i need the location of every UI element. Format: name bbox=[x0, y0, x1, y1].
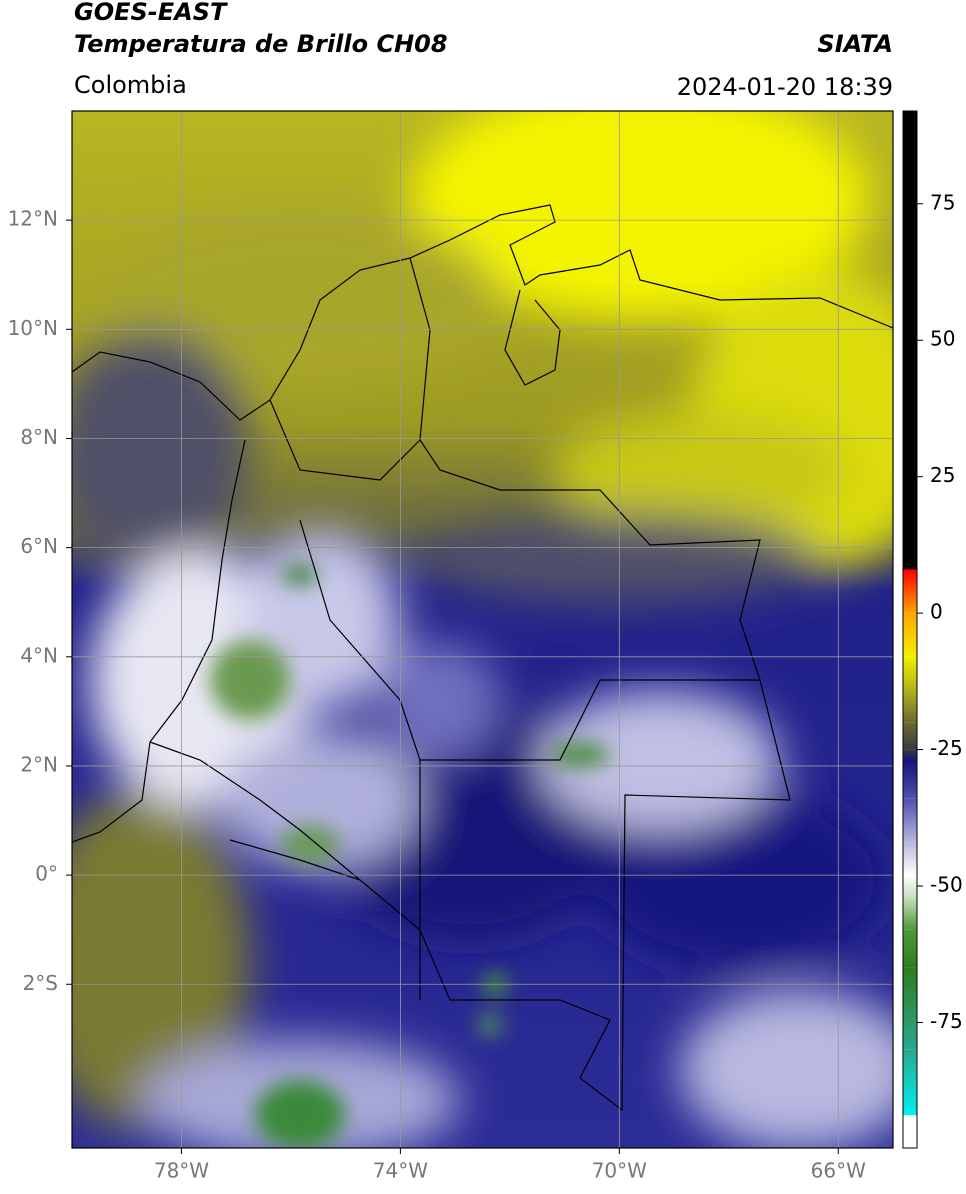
x-tick-label: 78°W bbox=[154, 1159, 209, 1183]
colorbar-segment bbox=[903, 694, 917, 723]
colorbar-tick-label: -75 bbox=[930, 1009, 963, 1033]
colorbar-tick-label: 25 bbox=[930, 463, 955, 487]
y-tick-label: 2°N bbox=[20, 752, 58, 776]
colorbar-frame bbox=[902, 110, 918, 1149]
y-tick-label: 4°N bbox=[20, 643, 58, 667]
colorbar-tick-label: -25 bbox=[930, 736, 963, 760]
colorbar-tick-label: 0 bbox=[930, 600, 943, 624]
colorbar-segment bbox=[903, 842, 917, 876]
colorbar-segment bbox=[903, 1049, 917, 1116]
colorbar-segment bbox=[903, 929, 917, 968]
y-tick-label: 2°S bbox=[23, 971, 58, 995]
y-tick-label: 10°N bbox=[8, 316, 58, 340]
colorbar-tick-label: 75 bbox=[930, 190, 955, 214]
title: GOES-EAST bbox=[74, 0, 228, 26]
x-tick-label: 66°W bbox=[811, 1159, 866, 1183]
y-tick-label: 8°N bbox=[20, 425, 58, 449]
colorbar-segment bbox=[903, 875, 917, 897]
y-tick-label: 6°N bbox=[20, 534, 58, 558]
colorbar-tick-label: -50 bbox=[930, 873, 963, 897]
colorbar-segment bbox=[903, 896, 917, 930]
colorbar-segment bbox=[903, 749, 917, 761]
satellite-image bbox=[72, 111, 893, 1148]
colorbar bbox=[903, 111, 917, 1148]
colorbar-segment bbox=[903, 569, 917, 614]
colorbar-segment bbox=[903, 798, 917, 843]
x-tick-label: 70°W bbox=[592, 1159, 647, 1183]
y-tick-label: 12°N bbox=[8, 207, 58, 231]
region: Colombia bbox=[74, 71, 187, 99]
colorbar-segment bbox=[903, 656, 917, 695]
colorbar-tick-label: 50 bbox=[930, 327, 955, 351]
colorbar-segment bbox=[903, 967, 917, 1050]
y-tick-label: 0° bbox=[35, 862, 58, 886]
subtitle: Temperatura de Brillo CH08 bbox=[74, 30, 448, 58]
colorbar-segment bbox=[903, 1115, 917, 1148]
colorbar-segment bbox=[903, 722, 917, 750]
map-frame bbox=[71, 110, 894, 1149]
grid bbox=[72, 111, 893, 1148]
colorbar-segment bbox=[903, 111, 917, 570]
source: SIATA bbox=[817, 30, 893, 58]
colorbar-segment bbox=[903, 760, 917, 799]
colorbar-segment bbox=[903, 613, 917, 657]
x-tick-label: 74°W bbox=[373, 1159, 428, 1183]
datetime: 2024-01-20 18:39 bbox=[677, 73, 893, 101]
